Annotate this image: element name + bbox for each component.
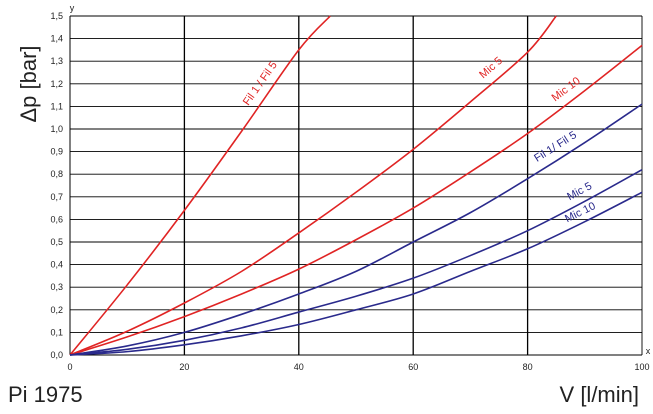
y-tick-label: 0,6 — [50, 214, 63, 224]
x-tick-label: 80 — [523, 362, 533, 372]
y-tick-label: 1,5 — [50, 11, 63, 21]
x-tick-label: 100 — [634, 362, 649, 372]
y-tick-label: 1,1 — [50, 101, 63, 111]
series-line — [69, 191, 643, 356]
y-tick-label: 1,3 — [50, 56, 63, 66]
y-tick-label: 1,4 — [50, 34, 63, 44]
tick-labels: 0,0 0,1 0,2 0,3 0,4 0,5 0,6 0,7 0,8 0,9 1,0 1,1 1,2 1… — [50, 11, 649, 372]
y-tick-label: 0,2 — [50, 305, 63, 315]
series-line — [69, 103, 643, 356]
y-axis-label: Δp [bar] — [16, 45, 41, 122]
series-line — [69, 15, 331, 356]
x-tick-label: 40 — [294, 362, 304, 372]
y-tick-label: 0,4 — [50, 260, 63, 270]
series-line — [69, 44, 643, 356]
plot-background — [70, 16, 642, 355]
x-axis-letter: x — [646, 346, 651, 356]
grid — [69, 15, 643, 356]
y-tick-label: 0,8 — [50, 169, 63, 179]
series-lines — [69, 15, 643, 356]
y-tick-label: 0,0 — [50, 350, 63, 360]
footer-label: Pi 1975 — [8, 382, 83, 407]
series-line — [69, 168, 643, 356]
x-tick-label: 0 — [67, 362, 72, 372]
y-tick-label: 0,3 — [50, 282, 63, 292]
x-tick-label: 60 — [408, 362, 418, 372]
y-tick-label: 0,9 — [50, 147, 63, 157]
y-tick-label: 1,2 — [50, 79, 63, 89]
y-tick-label: 0,5 — [50, 237, 63, 247]
series-line — [69, 15, 557, 356]
y-tick-label: 0,7 — [50, 192, 63, 202]
y-tick-label: 0,1 — [50, 327, 63, 337]
x-axis-label: V [l/min] — [559, 382, 639, 407]
y-tick-label: 1,0 — [50, 124, 63, 134]
y-axis-letter: y — [70, 3, 75, 13]
x-tick-label: 20 — [179, 362, 189, 372]
